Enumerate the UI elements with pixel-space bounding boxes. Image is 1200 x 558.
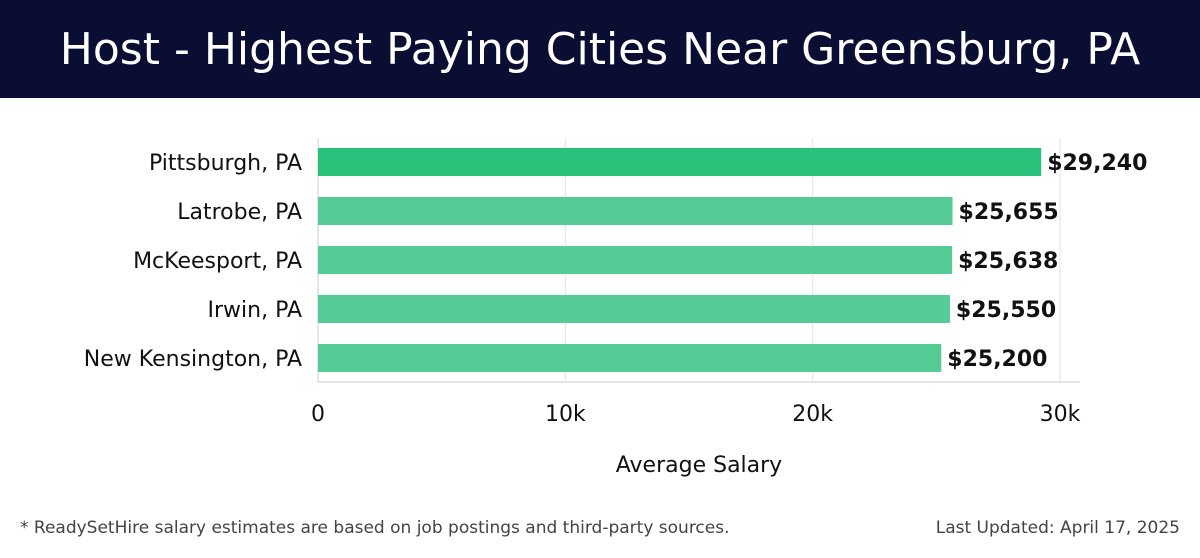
category-label-2: McKeesport, PA bbox=[133, 249, 302, 274]
category-label-0: Pittsburgh, PA bbox=[149, 151, 302, 176]
salary-bar-chart: Pittsburgh, PA $29,240 Latrobe, PA $25,655 M… bbox=[0, 98, 1200, 498]
value-label-3: $25,550 bbox=[956, 298, 1056, 323]
x-axis-title: Average Salary bbox=[616, 453, 782, 478]
bar-2 bbox=[318, 246, 953, 274]
x-tick-label-0: 0 bbox=[311, 402, 325, 427]
value-label-1: $25,655 bbox=[959, 200, 1059, 225]
last-updated: Last Updated: April 17, 2025 bbox=[935, 518, 1180, 538]
footer-note: * ReadySetHire salary estimates are base… bbox=[20, 518, 730, 538]
category-label-3: Irwin, PA bbox=[208, 298, 302, 323]
x-tick-label-3: 30k bbox=[1040, 402, 1081, 427]
value-label-0: $29,240 bbox=[1047, 151, 1147, 176]
chart-title: Host - Highest Paying Cities Near Greens… bbox=[59, 23, 1141, 75]
bar-4 bbox=[318, 344, 942, 372]
bar-0 bbox=[318, 148, 1042, 176]
bar-3 bbox=[318, 295, 950, 323]
chart-header: Host - Highest Paying Cities Near Greens… bbox=[0, 0, 1200, 98]
category-label-1: Latrobe, PA bbox=[177, 200, 302, 225]
bar-1 bbox=[318, 197, 953, 225]
value-label-2: $25,638 bbox=[958, 249, 1058, 274]
category-label-4: New Kensington, PA bbox=[84, 347, 302, 372]
chart-svg: Pittsburgh, PA $29,240 Latrobe, PA $25,655 M… bbox=[84, 138, 1147, 478]
value-label-4: $25,200 bbox=[947, 347, 1047, 372]
x-tick-label-1: 10k bbox=[545, 402, 586, 427]
x-tick-label-2: 20k bbox=[792, 402, 833, 427]
